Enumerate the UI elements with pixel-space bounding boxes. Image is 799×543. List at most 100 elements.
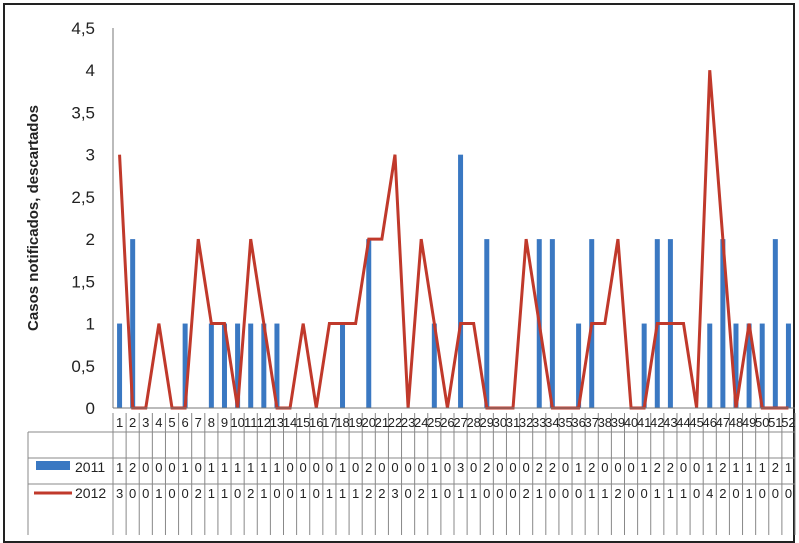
category-label: 45	[689, 415, 703, 430]
y-tick-label: 0,5	[71, 357, 95, 376]
data-cell-2012: 0	[182, 486, 189, 501]
data-cell-2012: 1	[431, 486, 438, 501]
data-cell-2012: 1	[470, 486, 477, 501]
category-label: 14	[283, 415, 297, 430]
data-cell-2011: 1	[745, 460, 752, 475]
category-label: 13	[270, 415, 284, 430]
data-cell-2012: 2	[523, 486, 530, 501]
data-cell-2012: 1	[654, 486, 661, 501]
category-label: 49	[742, 415, 756, 430]
data-cell-2012: 1	[260, 486, 267, 501]
bar-2011	[576, 323, 582, 408]
data-cell-2012: 2	[614, 486, 621, 501]
data-cell-2012: 1	[457, 486, 464, 501]
data-cell-2012: 2	[195, 486, 202, 501]
line-2012	[118, 70, 789, 410]
category-label: 25	[427, 415, 441, 430]
data-cell-2012: 0	[286, 486, 293, 501]
category-label: 32	[519, 415, 533, 430]
data-cell-2011: 2	[772, 460, 779, 475]
data-cell-2011: 0	[378, 460, 385, 475]
y-tick-label: 0	[86, 399, 95, 418]
data-cell-2011: 1	[208, 460, 215, 475]
category-label: 11	[244, 415, 258, 430]
data-cell-2012: 1	[745, 486, 752, 501]
category-label: 47	[716, 415, 730, 430]
category-label: 52	[781, 415, 795, 430]
bar-2011	[759, 323, 765, 408]
category-label: 43	[663, 415, 677, 430]
bar-2011	[366, 239, 372, 408]
data-cell-2012: 0	[759, 486, 766, 501]
category-label: 26	[440, 415, 454, 430]
category-label: 39	[611, 415, 625, 430]
category-label: 37	[584, 415, 598, 430]
data-cell-2011: 0	[418, 460, 425, 475]
bar-2011	[221, 323, 227, 408]
data-cell-2011: 0	[680, 460, 687, 475]
data-cell-2012: 0	[129, 486, 136, 501]
data-cell-2012: 3	[391, 486, 398, 501]
bar-2011	[772, 239, 778, 408]
bar-2011	[248, 323, 254, 408]
legend-label-2012: 2012	[75, 485, 106, 501]
bar-2011	[261, 323, 267, 408]
data-cell-2011: 2	[719, 460, 726, 475]
category-label: 17	[322, 415, 336, 430]
category-label: 19	[348, 415, 362, 430]
category-label: 22	[388, 415, 402, 430]
y-tick-label: 2,5	[71, 188, 95, 207]
data-cell-2012: 1	[680, 486, 687, 501]
data-cell-2012: 2	[365, 486, 372, 501]
category-label: 20	[362, 415, 376, 430]
category-label: 3	[142, 415, 149, 430]
category-label: 27	[453, 415, 467, 430]
legend-label-2011: 2011	[75, 459, 105, 475]
data-cell-2011: 1	[706, 460, 713, 475]
category-label: 51	[768, 415, 782, 430]
data-cell-2012: 2	[247, 486, 254, 501]
data-cell-2012: 0	[562, 486, 569, 501]
data-cell-2011: 1	[785, 460, 792, 475]
data-cell-2012: 1	[667, 486, 674, 501]
data-cell-2011: 3	[457, 460, 464, 475]
data-cell-2011: 1	[339, 460, 346, 475]
bar-2011	[746, 323, 752, 408]
y-axis-title: Casos notificados, descartados	[25, 105, 42, 331]
data-cell-2011: 0	[300, 460, 307, 475]
data-cell-2011: 1	[182, 460, 189, 475]
category-label: 18	[335, 415, 349, 430]
bar-2011	[733, 323, 739, 408]
data-cell-2012: 0	[234, 486, 241, 501]
data-cell-2012: 0	[142, 486, 149, 501]
category-label: 41	[637, 415, 651, 430]
data-cell-2011: 0	[352, 460, 359, 475]
data-cell-2012: 0	[273, 486, 280, 501]
data-cell-2012: 1	[601, 486, 608, 501]
data-cell-2011: 0	[313, 460, 320, 475]
legend-key-2011	[36, 461, 70, 470]
data-cell-2011: 1	[116, 460, 123, 475]
data-cell-2011: 0	[470, 460, 477, 475]
category-label: 36	[571, 415, 585, 430]
data-cell-2012: 2	[378, 486, 385, 501]
data-cell-2011: 1	[260, 460, 267, 475]
data-cell-2012: 0	[496, 486, 503, 501]
data-cell-2012: 0	[732, 486, 739, 501]
data-cell-2012: 4	[706, 486, 713, 501]
data-cell-2011: 1	[273, 460, 280, 475]
data-cell-2012: 0	[404, 486, 411, 501]
category-label: 38	[598, 415, 612, 430]
bar-2011	[785, 323, 791, 408]
bar-2011	[720, 239, 726, 408]
category-label: 6	[182, 415, 189, 430]
data-cell-2012: 2	[418, 486, 425, 501]
data-cell-2011: 1	[732, 460, 739, 475]
data-cell-2011: 1	[234, 460, 241, 475]
y-tick-label: 4	[86, 61, 95, 80]
data-cell-2011: 0	[326, 460, 333, 475]
category-label: 31	[506, 415, 520, 430]
y-tick-label: 3,5	[71, 103, 95, 122]
data-cell-2011: 0	[195, 460, 202, 475]
